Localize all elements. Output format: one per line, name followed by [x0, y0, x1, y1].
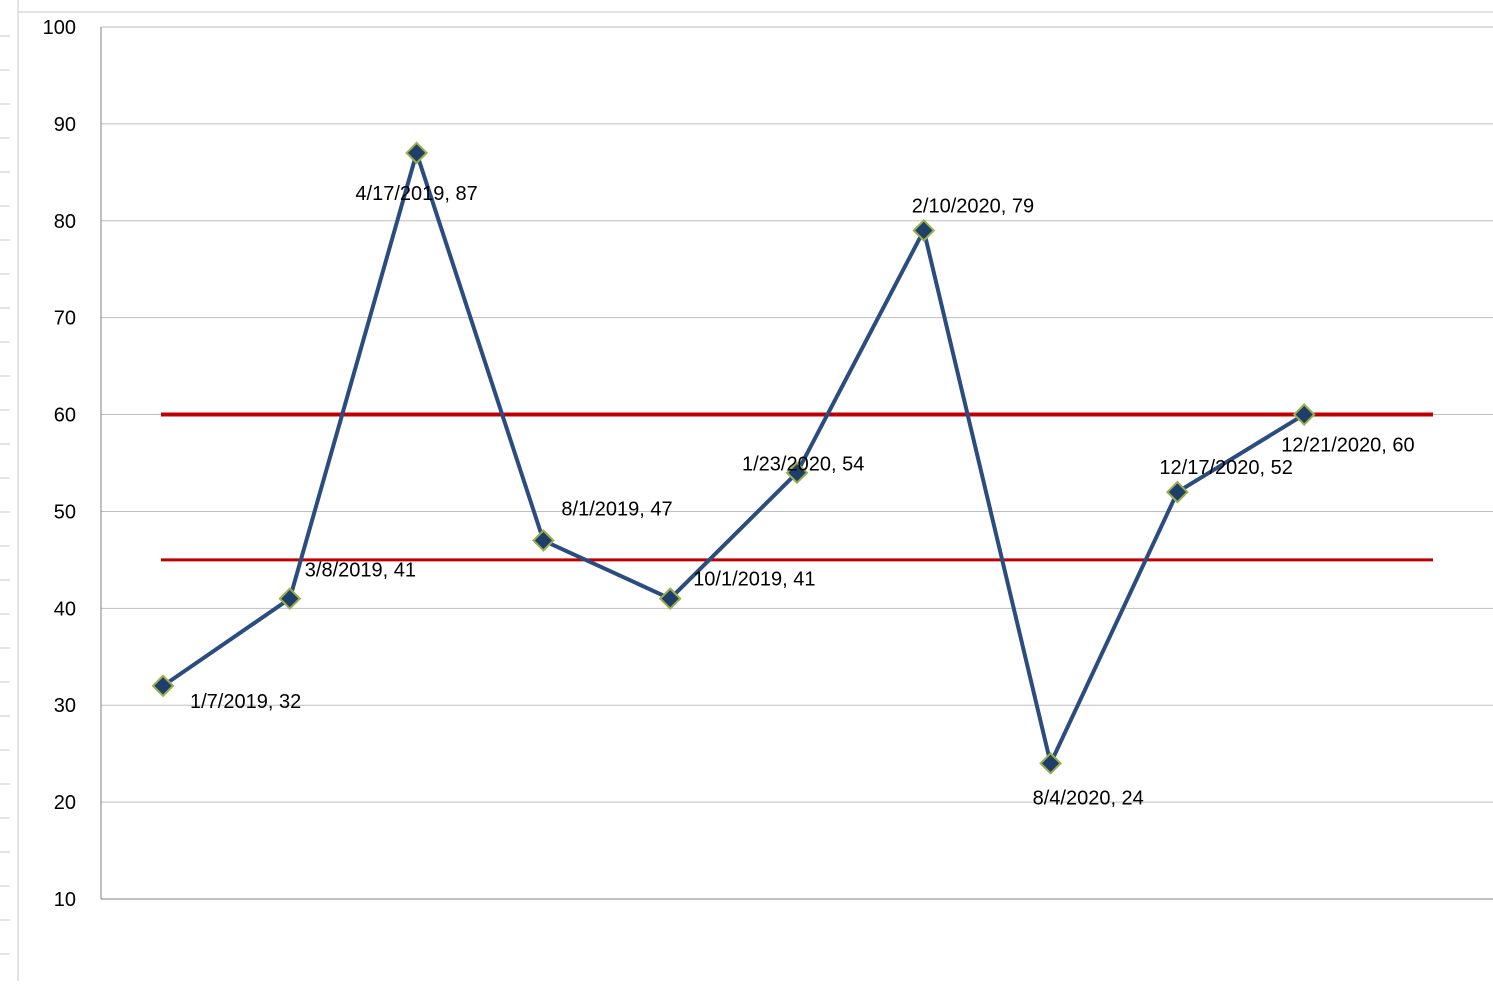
- data-labels: 1/7/2019, 32 3/8/2019, 41 4/17/2019, 87 8/1…: [190, 183, 1415, 809]
- y-tick-label-70: 70: [54, 308, 76, 330]
- reference-lines: [161, 412, 1433, 562]
- y-tick-label-80: 80: [54, 211, 76, 233]
- data-point-marker-2: [405, 141, 429, 165]
- y-tick-label-100: 100: [43, 17, 76, 39]
- y-tick-label-90: 90: [54, 114, 76, 136]
- y-axis-ticks: 10 20 30 40 50 60 70 80 90 100: [43, 17, 76, 911]
- data-label-0: 1/7/2019, 32: [190, 691, 301, 713]
- y-tick-label-60: 60: [54, 405, 76, 427]
- data-label-4: 10/1/2019, 41: [693, 569, 815, 591]
- data-label-8: 12/17/2020, 52: [1159, 457, 1292, 479]
- y-tick-label-20: 20: [54, 792, 76, 814]
- data-point-marker-7: [1039, 751, 1063, 775]
- axes: [100, 27, 1493, 900]
- data-point-marker-6: [912, 219, 936, 242]
- y-tick-label-40: 40: [54, 598, 76, 620]
- data-point-marker-3: [531, 529, 555, 552]
- data-label-5: 1/23/2020, 54: [742, 454, 864, 476]
- data-label-7: 8/4/2020, 24: [1033, 787, 1144, 809]
- data-label-1: 3/8/2019, 41: [305, 560, 416, 582]
- data-point-marker-8: [1165, 480, 1189, 504]
- data-point-marker-1: [278, 587, 302, 611]
- data-label-6: 2/10/2020, 79: [912, 195, 1034, 217]
- y-tick-label-50: 50: [54, 501, 76, 523]
- series: [151, 141, 1316, 775]
- data-point-marker-5: [785, 461, 809, 485]
- data-point-marker-9: [1292, 403, 1316, 426]
- data-label-3: 8/1/2019, 47: [561, 499, 672, 521]
- y-tick-label-30: 30: [54, 695, 76, 717]
- y-tick-label-10: 10: [54, 889, 76, 911]
- data-point-marker-0: [151, 674, 175, 698]
- series-line: [161, 150, 1306, 766]
- data-label-9: 12/21/2020, 60: [1281, 435, 1414, 457]
- data-label-2: 4/17/2019, 87: [355, 183, 477, 205]
- data-point-marker-4: [658, 587, 682, 611]
